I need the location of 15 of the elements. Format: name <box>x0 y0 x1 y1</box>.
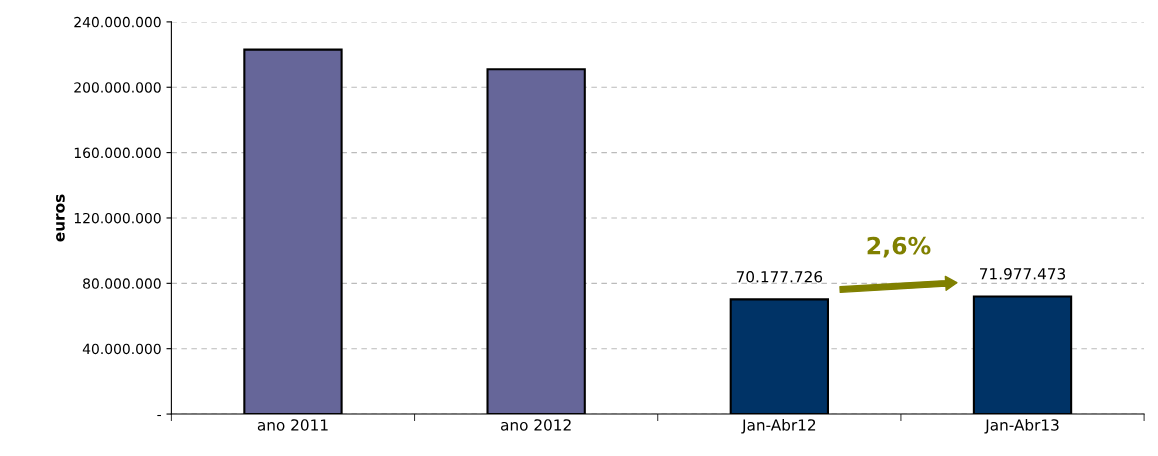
y-tick-label: 40.000.000 <box>82 343 161 355</box>
y-tick-label: - <box>157 414 161 417</box>
y-tick-label: 240.000.000 <box>74 16 161 28</box>
x-tick-label: ano 2011 <box>257 419 328 431</box>
data-label: 70.177.726 <box>736 270 823 283</box>
y-tick-label: 160.000.000 <box>74 147 161 159</box>
data-label: 71.977.473 <box>980 268 1066 280</box>
y-tick-label: 120.000.000 <box>74 212 161 224</box>
annotation: 2,6% <box>867 236 931 258</box>
y-tick-label: 80.000.000 <box>83 278 161 289</box>
x-tick-label: Jan-Abr13 <box>984 418 1059 434</box>
y-axis-title: euros <box>56 194 65 242</box>
x-tick-label: Jan-Abr12 <box>741 418 816 434</box>
y-tick-label: 200.000.000 <box>74 82 161 93</box>
x-tick-label: ano 2012 <box>501 419 571 431</box>
